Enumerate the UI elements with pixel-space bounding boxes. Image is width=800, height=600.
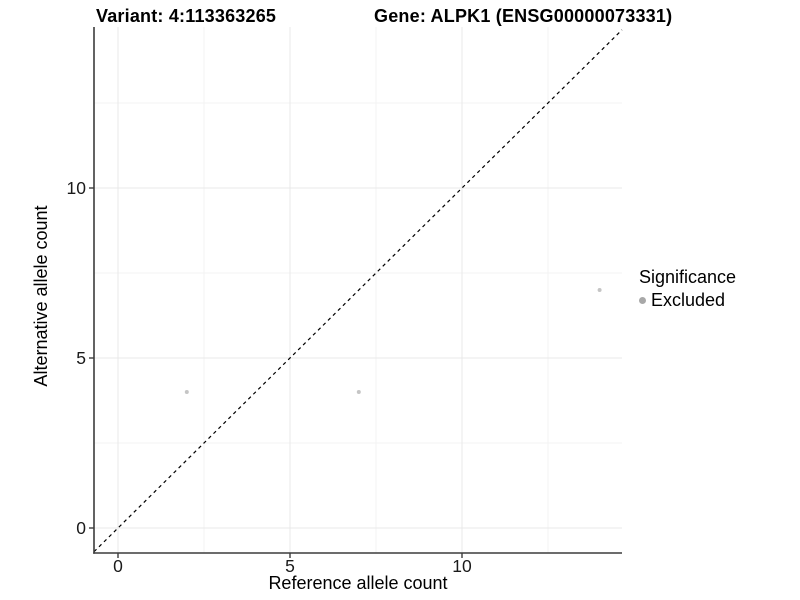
legend-title: Significance	[639, 267, 737, 287]
legend: Significance Excluded	[639, 267, 736, 311]
data-point	[597, 288, 602, 292]
y-tick-label: 5	[76, 348, 86, 368]
y-axis-title: Alternative allele count	[31, 205, 51, 387]
x-axis-title: Reference allele count	[268, 573, 448, 593]
x-tick-label: 10	[452, 556, 472, 576]
y-tick-label: 10	[67, 178, 87, 198]
x-tick-label: 0	[113, 556, 123, 576]
y-tick-label: 0	[76, 518, 86, 538]
identity-line	[93, 29, 623, 553]
excluded-point-icon	[639, 297, 646, 304]
data-point	[184, 390, 189, 394]
legend-item-excluded: Excluded	[639, 290, 736, 311]
gene-title: Gene: ALPK1 (ENSG00000073331)	[374, 6, 673, 26]
legend-item-label: Excluded	[651, 290, 726, 310]
x-tick-label: 5	[285, 556, 295, 576]
variant-title: Variant: 4:113363265	[96, 6, 277, 26]
data-point	[356, 390, 361, 394]
